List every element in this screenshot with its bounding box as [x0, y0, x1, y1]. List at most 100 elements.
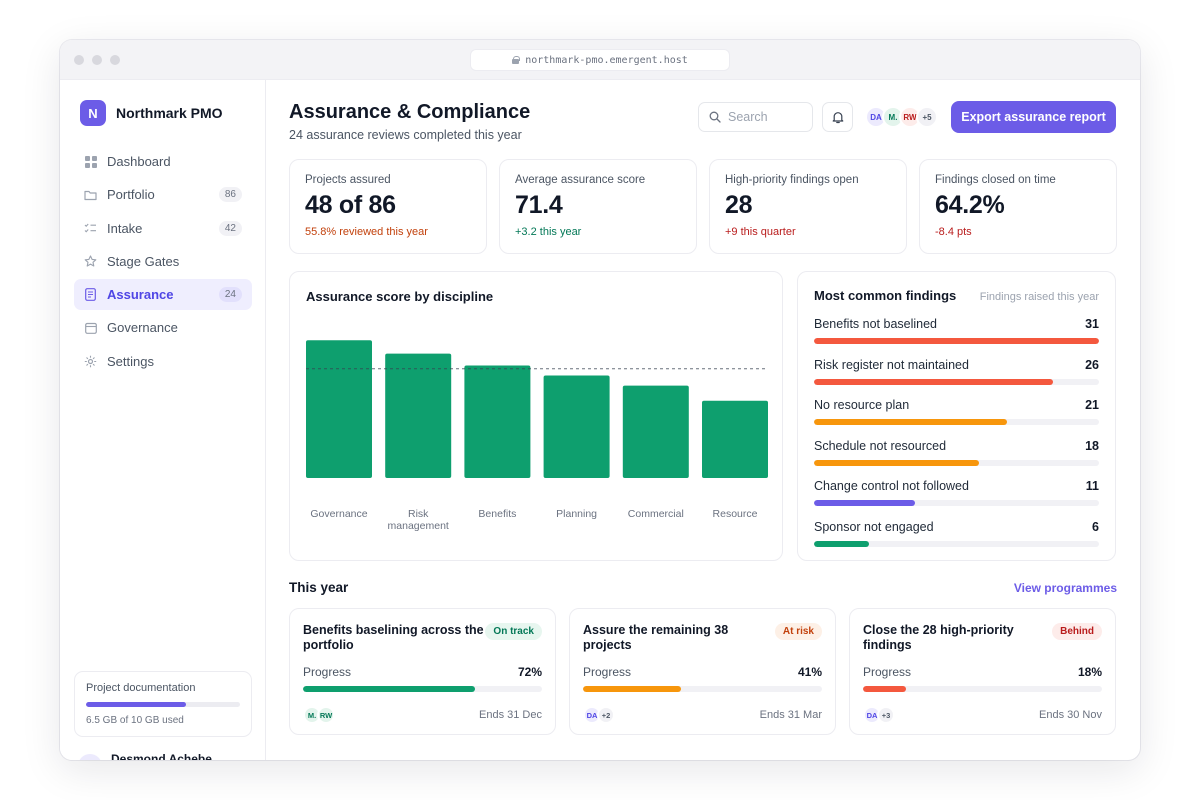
goal-end-date: Ends 30 Nov — [1039, 709, 1102, 721]
count-badge: 42 — [218, 220, 242, 236]
grid-icon — [84, 155, 97, 168]
finding-label: Schedule not resourced — [814, 438, 947, 453]
view-programmes-link[interactable]: View programmes — [1013, 581, 1117, 595]
team-avatars[interactable]: DA M. RW +5 — [865, 106, 938, 128]
finding-item[interactable]: Risk register not maintained 26 — [814, 358, 1099, 385]
x-tick-label: Planning — [556, 508, 597, 520]
storage-card[interactable]: Project documentation 6.5 GB of 10 GB us… — [74, 671, 252, 737]
finding-label: Benefits not baselined — [814, 317, 938, 331]
bar-governance[interactable] — [306, 340, 372, 478]
finding-count: 18 — [1085, 438, 1099, 453]
user-profile[interactable]: DA Desmond Achebe Head of PMO — [78, 752, 212, 760]
search-icon — [709, 111, 721, 123]
goal-owners[interactable]: M. RW — [303, 706, 335, 724]
window-controls — [74, 55, 120, 65]
sidebar-item-dashboard[interactable]: Dashboard — [74, 146, 252, 177]
kpi-delta: 55.8% reviewed this year — [305, 226, 428, 238]
export-report-button[interactable]: Export assurance report — [951, 101, 1116, 133]
status-badge: At risk — [774, 623, 822, 640]
page-title: Assurance & Compliance — [289, 101, 531, 123]
kpi-label: Findings closed on time — [935, 174, 1056, 186]
avatar: DA — [863, 706, 881, 724]
avatar: DA — [78, 753, 102, 760]
brand[interactable]: N Northmark PMO — [80, 100, 223, 126]
finding-count: 26 — [1085, 357, 1099, 372]
avatar: M. — [882, 106, 904, 128]
calendar-icon — [84, 321, 97, 334]
avatar-overflow-count: +3 — [877, 706, 895, 724]
progress-bar — [303, 686, 542, 692]
count-badge: 86 — [218, 187, 242, 203]
finding-bar-fill — [814, 500, 916, 506]
x-tick-label: Risk management — [388, 508, 449, 532]
finding-item[interactable]: Sponsor not engaged 6 — [814, 520, 1099, 547]
bar-risk-management[interactable] — [385, 353, 452, 478]
sidebar-item-governance[interactable]: Governance — [74, 312, 252, 343]
x-tick-label: Governance — [310, 508, 367, 520]
sidebar-item-label: Intake — [107, 220, 143, 236]
progress-bar-fill — [303, 686, 476, 692]
progress-bar-fill — [583, 686, 681, 692]
finding-bar-fill — [814, 459, 980, 466]
address-bar[interactable]: northmark-pmo.emergent.host — [470, 49, 730, 71]
sidebar-item-intake[interactable]: Intake 42 — [74, 213, 252, 244]
finding-item[interactable]: Schedule not resourced 18 — [814, 439, 1099, 466]
kpi-card-findings-closed: Findings closed on time 64.2% -8.4 pts — [919, 159, 1117, 254]
sidebar-item-settings[interactable]: Settings — [74, 346, 252, 377]
sidebar-item-assurance[interactable]: Assurance 24 — [74, 279, 252, 311]
star-icon — [84, 255, 97, 268]
avatar-overflow-count: +2 — [597, 706, 615, 724]
common-findings-card: Most common findings Findings raised thi… — [797, 271, 1116, 561]
goal-card[interactable]: Benefits baselining across the portfolio… — [289, 608, 556, 735]
page-subtitle: 24 assurance reviews completed this year — [289, 128, 522, 142]
finding-bar — [814, 540, 1099, 547]
status-badge: On track — [485, 623, 542, 640]
goal-owners[interactable]: DA +2 — [583, 706, 615, 724]
finding-bar — [814, 338, 1099, 344]
sidebar-item-label: Portfolio — [107, 187, 155, 203]
goal-title: Benefits baselining across the portfolio — [303, 623, 484, 652]
kpi-delta: -8.4 pts — [935, 226, 972, 238]
chart-title: Assurance score by discipline — [306, 289, 494, 304]
finding-bar-fill — [814, 419, 1008, 425]
finding-count: 11 — [1085, 479, 1099, 493]
kpi-label: High-priority findings open — [725, 174, 859, 186]
finding-label: No resource plan — [814, 398, 910, 412]
bar-planning[interactable] — [543, 375, 610, 478]
goal-card[interactable]: Close the 28 high-priority findings Behin… — [849, 608, 1116, 735]
sidebar-item-label: Dashboard — [107, 154, 171, 169]
kpi-value: 28 — [725, 191, 753, 219]
findings-title: Most common findings — [814, 288, 957, 303]
storage-usage: 6.5 GB of 10 GB used — [86, 715, 184, 726]
window-close-dot[interactable] — [74, 55, 84, 65]
lock-icon — [512, 56, 521, 64]
window-minimize-dot[interactable] — [92, 55, 102, 65]
search-input[interactable]: Search — [698, 102, 813, 132]
avatar-overflow-count: +5 — [916, 106, 938, 128]
window-maximize-dot[interactable] — [110, 55, 120, 65]
finding-bar — [814, 378, 1099, 385]
storage-title: Project documentation — [86, 682, 196, 694]
bar-benefits[interactable] — [464, 365, 531, 478]
finding-item[interactable]: Change control not followed 11 — [814, 479, 1099, 506]
kpi-value: 71.4 — [515, 191, 563, 219]
finding-item[interactable]: No resource plan 21 — [814, 398, 1099, 425]
avatar: RW — [899, 106, 921, 128]
goal-owners[interactable]: DA +3 — [863, 706, 895, 724]
sidebar-item-portfolio[interactable]: Portfolio 86 — [74, 179, 252, 210]
url-text: northmark-pmo.emergent.host — [525, 54, 688, 66]
sidebar-item-stage-gates[interactable]: Stage Gates — [74, 246, 252, 277]
progress-bar-fill — [863, 686, 907, 692]
user-name: Desmond Achebe — [111, 752, 212, 760]
bar-resource[interactable] — [702, 400, 768, 478]
storage-bar — [86, 702, 240, 707]
browser-window: northmark-pmo.emergent.host N Northmark … — [60, 40, 1140, 760]
sidebar-item-label: Settings — [107, 353, 154, 369]
finding-item[interactable]: Benefits not baselined 31 — [814, 317, 1099, 344]
notifications-button[interactable] — [822, 102, 853, 132]
brand-name: Northmark PMO — [116, 105, 223, 121]
goal-title: Close the 28 high-priority findings — [863, 623, 1014, 652]
x-tick-label: Commercial — [628, 508, 684, 520]
goal-card[interactable]: Assure the remaining 38 projects At risk P… — [569, 608, 836, 735]
bar-commercial[interactable] — [622, 385, 689, 478]
